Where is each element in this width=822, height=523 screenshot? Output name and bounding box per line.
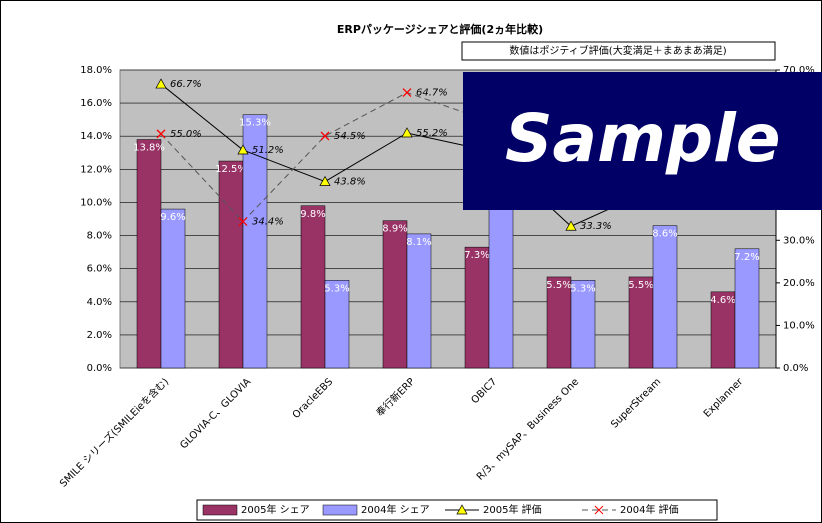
y2-tick-label: 0.0%	[783, 363, 808, 374]
bar-value-label: 8.6%	[652, 229, 677, 240]
y-tick-label: 4.0%	[87, 297, 112, 308]
bar	[382, 220, 408, 369]
y2-tick-label: 10.0%	[783, 320, 815, 331]
marker	[565, 220, 577, 231]
bar	[734, 248, 760, 369]
legend-swatch	[322, 504, 358, 516]
legend-label: 2004年 評価	[620, 503, 679, 516]
bar-value-label: 7.2%	[734, 252, 759, 263]
y-tick-label: 18.0%	[80, 65, 112, 76]
marker	[156, 129, 166, 139]
bar-value-label: 7.3%	[464, 250, 489, 261]
legend-marker	[594, 505, 604, 515]
bar	[406, 233, 432, 369]
bar-value-label: 8.9%	[382, 224, 407, 235]
y-tick-label: 2.0%	[87, 330, 112, 341]
chart-title: ERPパッケージシェアと評価(2ヵ年比較)	[337, 22, 543, 36]
line-value-label: 54.5%	[334, 131, 366, 142]
bar	[546, 276, 572, 369]
y-tick-label: 8.0%	[87, 231, 112, 242]
line	[160, 92, 736, 223]
bar-value-label: 12.5%	[215, 164, 247, 175]
marker	[237, 144, 249, 155]
marker	[155, 78, 167, 89]
line-value-label: 55.2%	[416, 128, 448, 139]
bar-value-label: 8.1%	[406, 237, 431, 248]
y2-tick-label: 30.0%	[783, 235, 815, 246]
bar-value-label: 15.3%	[239, 118, 271, 129]
bar	[652, 225, 678, 369]
watermark: Sample	[505, 100, 780, 177]
line-value-label: 55.0%	[170, 129, 202, 140]
note: 数値はポジティブ評価(大変満足＋まあまあ満足)	[509, 44, 726, 57]
y-tick-label: 10.0%	[80, 197, 112, 208]
legend-label: 2005年 シェア	[241, 503, 310, 516]
line-value-label: 66.7%	[170, 79, 202, 90]
bar	[242, 114, 268, 369]
marker	[238, 217, 248, 227]
bar	[710, 291, 736, 369]
bar-value-label: 5.5%	[546, 280, 571, 291]
watermark-box	[463, 72, 822, 210]
bar	[324, 280, 350, 369]
bar-value-label: 5.3%	[324, 283, 349, 294]
bar	[160, 208, 186, 369]
y-tick-label: 14.0%	[80, 131, 112, 142]
line-value-label: 64.7%	[416, 88, 448, 99]
y-tick-label: 0.0%	[87, 363, 112, 374]
bar-value-label: 9.8%	[300, 209, 325, 220]
marker	[402, 88, 412, 98]
line-value-label: 33.3%	[580, 221, 612, 232]
marker	[319, 175, 331, 186]
y2-tick-label: 70.0%	[783, 65, 815, 76]
legend-label: 2004年 シェア	[361, 503, 430, 516]
legend-marker	[456, 504, 468, 515]
bar	[570, 280, 596, 369]
line-value-label: 43.8%	[334, 177, 366, 188]
line-value-label: 34.4%	[252, 217, 284, 228]
y-tick-label: 6.0%	[87, 264, 112, 275]
legend-swatch	[202, 504, 238, 516]
bar-value-label: 13.8%	[133, 143, 165, 154]
y-tick-label: 16.0%	[80, 98, 112, 109]
legend-label: 2005年 評価	[483, 503, 542, 516]
bar-value-label: 4.6%	[710, 295, 735, 306]
line-value-label: 51.2%	[252, 145, 284, 156]
bar	[628, 276, 654, 369]
bar	[464, 246, 490, 369]
bar	[218, 160, 244, 369]
bar	[136, 139, 162, 369]
marker	[320, 131, 330, 141]
marker	[401, 127, 413, 138]
bar	[488, 197, 514, 369]
bar	[300, 205, 326, 369]
y2-tick-label: 20.0%	[783, 278, 815, 289]
bar-value-label: 5.3%	[570, 283, 595, 294]
bar-value-label: 5.5%	[628, 280, 653, 291]
note-box	[461, 41, 776, 61]
bar-value-label: 9.6%	[160, 212, 185, 223]
y-tick-label: 12.0%	[80, 164, 112, 175]
